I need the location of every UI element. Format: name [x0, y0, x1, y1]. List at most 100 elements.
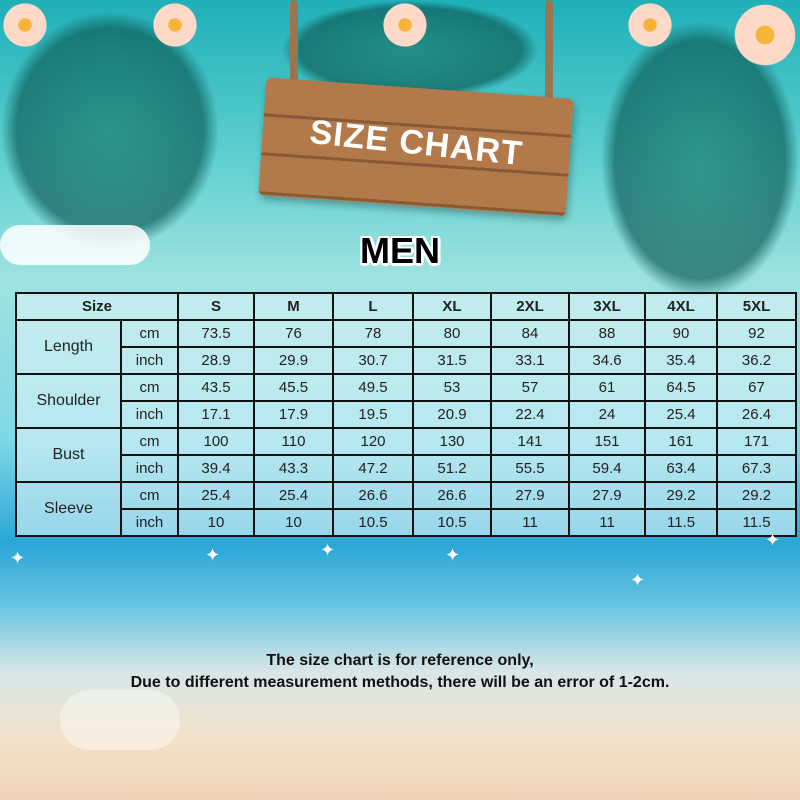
section-title: MEN: [360, 230, 440, 271]
table-cell: 51.2: [412, 454, 493, 483]
table-cell: 25.4: [177, 481, 256, 510]
table-cell: 76: [253, 319, 335, 348]
table-cell: 161: [644, 427, 719, 456]
table-cell: 17.9: [253, 400, 335, 429]
table-cell: 11.5: [716, 508, 798, 537]
table-cell: 47.2: [332, 454, 415, 483]
table-cell: 27.9: [490, 481, 571, 510]
table-cell: 28.9: [177, 346, 256, 375]
header-size-label: Size: [14, 292, 180, 321]
table-row: inch 28.9 29.9 30.7 31.5 33.1 34.6 35.4 36.2: [16, 346, 798, 375]
table-cell: 11.5: [644, 508, 719, 537]
table-cell: 80: [412, 319, 493, 348]
header-size-s: S: [177, 292, 256, 321]
table-row: Bust cm 100 110 120 130 141 151 161 171: [15, 427, 798, 483]
table-cell: 20.9: [412, 400, 493, 429]
table-cell: 88: [568, 319, 647, 348]
sparkle-icon: ✦: [10, 548, 26, 568]
unit-label: inch: [119, 508, 180, 537]
table-cell: 151: [568, 427, 647, 456]
table-cell: 53: [412, 373, 493, 402]
table-cell: 29.2: [716, 481, 798, 510]
sparkle-icon: ✦: [765, 530, 781, 550]
unit-label: inch: [119, 346, 180, 375]
cloud-decoration: [0, 225, 150, 265]
table-cell: 39.4: [177, 454, 256, 483]
size-table: Size S M L XL 2XL 3XL 4XL 5XL Length cm 73.5 76 78 8…: [14, 292, 798, 537]
table-row: Shoulder cm 43.5 45.5 49.5 53 57 61 64.5 67: [15, 373, 798, 429]
table-cell: 43.3: [253, 454, 335, 483]
table-cell: 73.5: [177, 319, 256, 348]
table-cell: 29.9: [253, 346, 335, 375]
table-cell: 57: [490, 373, 571, 402]
table-cell: 43.5: [177, 373, 256, 402]
table-cell: 22.4: [490, 400, 571, 429]
flower-decoration: [625, 0, 675, 50]
table-cell: 59.4: [568, 454, 647, 483]
table-header-row: Size S M L XL 2XL 3XL 4XL 5XL: [14, 292, 798, 321]
table-cell: 141: [490, 427, 571, 456]
header-size-3xl: 3XL: [568, 292, 647, 321]
table-cell: 19.5: [332, 400, 415, 429]
table-cell: 30.7: [332, 346, 415, 375]
unit-label: inch: [119, 400, 180, 429]
flower-decoration: [0, 0, 50, 50]
table-row: Length cm 73.5 76 78 80 84 88 90 92: [15, 319, 798, 375]
table-cell: 63.4: [644, 454, 719, 483]
table-cell: 67.3: [716, 454, 798, 483]
flower-decoration: [730, 0, 800, 70]
table-cell: 27.9: [568, 481, 647, 510]
header-size-xl: XL: [412, 292, 493, 321]
table-cell: 110: [253, 427, 335, 456]
table-row: inch 10 10 10.5 10.5 11 11 11.5 11.5: [16, 508, 798, 537]
table-cell: 100: [177, 427, 256, 456]
table-cell: 36.2: [716, 346, 798, 375]
table-cell: 10: [177, 508, 256, 537]
measure-label: Bust: [15, 427, 122, 483]
sign-title: SIZE CHART: [307, 112, 525, 174]
table-cell: 24: [568, 400, 647, 429]
table-cell: 11: [568, 508, 647, 537]
table-cell: 92: [716, 319, 798, 348]
table-cell: 26.6: [412, 481, 493, 510]
header-size-5xl: 5XL: [716, 292, 798, 321]
measure-label: Shoulder: [15, 373, 122, 429]
table-cell: 130: [412, 427, 493, 456]
table-cell: 35.4: [644, 346, 719, 375]
table-cell: 84: [490, 319, 571, 348]
cloud-decoration: [60, 690, 180, 750]
unit-label: cm: [119, 427, 180, 456]
header-size-m: M: [253, 292, 335, 321]
note-line-1: The size chart is for reference only,: [266, 652, 534, 669]
sparkle-icon: ✦: [320, 540, 336, 560]
sparkle-icon: ✦: [630, 570, 646, 590]
table-cell: 10.5: [412, 508, 493, 537]
table-cell: 55.5: [490, 454, 571, 483]
unit-label: inch: [119, 454, 180, 483]
table-cell: 10.5: [332, 508, 415, 537]
palm-leaf-decoration: [0, 10, 220, 250]
note-line-2: Due to different measurement methods, th…: [130, 674, 670, 691]
header-size-4xl: 4XL: [644, 292, 719, 321]
table-cell: 34.6: [568, 346, 647, 375]
unit-label: cm: [119, 319, 180, 348]
table-cell: 49.5: [332, 373, 415, 402]
table-cell: 25.4: [253, 481, 335, 510]
table-cell: 64.5: [644, 373, 719, 402]
table-cell: 61: [568, 373, 647, 402]
sparkle-icon: ✦: [445, 545, 461, 565]
table-cell: 67: [716, 373, 798, 402]
flower-decoration: [380, 0, 430, 50]
table-cell: 33.1: [490, 346, 571, 375]
table-cell: 45.5: [253, 373, 335, 402]
unit-label: cm: [119, 481, 180, 510]
measure-label: Length: [15, 319, 122, 375]
table-cell: 29.2: [644, 481, 719, 510]
table-cell: 11: [490, 508, 571, 537]
table-cell: 120: [332, 427, 415, 456]
sparkle-icon: ✦: [205, 545, 221, 565]
measure-label: Sleeve: [15, 481, 122, 537]
rope: [290, 0, 298, 110]
disclaimer-note: The size chart is for reference only, Du…: [0, 650, 800, 694]
header-size-l: L: [332, 292, 415, 321]
